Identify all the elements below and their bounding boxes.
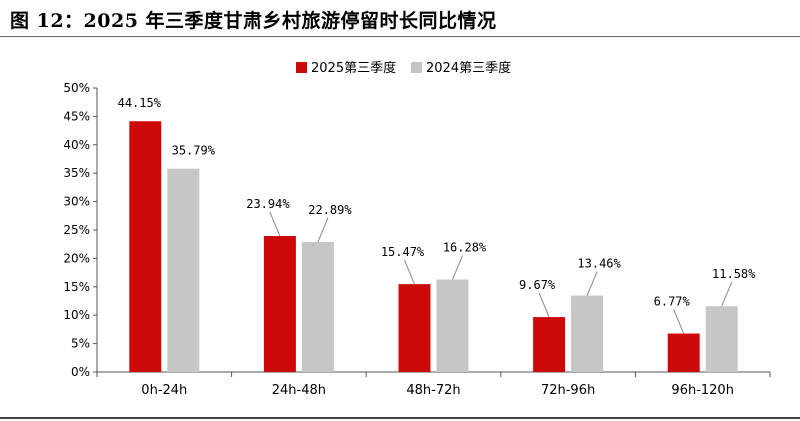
data-label: 9.67%: [519, 278, 556, 292]
bar-2025: [667, 333, 700, 372]
legend-swatch-2024: [411, 62, 422, 73]
legend: 2025第三季度 2024第三季度: [296, 60, 511, 76]
bar-2025: [533, 317, 566, 372]
legend-label: 2025第三季度: [311, 60, 396, 76]
bar-2025: [263, 236, 296, 372]
y-tick-label: 50%: [63, 81, 90, 95]
y-tick-label: 40%: [63, 138, 90, 152]
label-leader-line: [404, 259, 415, 285]
label-leader-line: [538, 292, 550, 318]
title-divider: [0, 36, 800, 37]
label-leader-line: [269, 211, 281, 237]
x-tick-label: 24h-48h: [272, 383, 326, 398]
figure-title: 图 12：2025 年三季度甘肃乡村旅游停留时长同比情况: [10, 10, 497, 32]
label-leader-line: [586, 271, 598, 296]
bar-2024: [571, 295, 604, 372]
data-label: 13.46%: [577, 257, 621, 271]
y-tick-label: 15%: [63, 280, 90, 294]
x-tick-label: 48h-72h: [406, 383, 460, 398]
bar-2025: [398, 284, 431, 372]
data-label: 44.15%: [118, 96, 162, 110]
data-label: 23.94%: [246, 197, 290, 211]
bottom-divider: [0, 417, 800, 419]
data-label: 22.89%: [308, 203, 352, 217]
y-tick-label: 10%: [63, 308, 90, 322]
label-leader-line: [452, 255, 463, 280]
y-tick-label: 20%: [63, 251, 90, 265]
label-leader-line: [317, 217, 329, 243]
y-tick-label: 45%: [63, 109, 90, 123]
bar-2024: [436, 279, 469, 372]
y-tick-label: 30%: [63, 195, 90, 209]
x-tick-label: 96h-120h: [671, 383, 734, 398]
bar-2025: [129, 121, 162, 372]
data-label: 35.79%: [172, 144, 216, 158]
bar-2024: [301, 241, 334, 372]
x-tick-label: 0h-24h: [141, 383, 187, 398]
x-tick-label: 72h-96h: [541, 383, 595, 398]
y-tick-label: 35%: [63, 166, 90, 180]
data-label: 11.58%: [712, 267, 756, 281]
y-tick-label: 0%: [71, 365, 90, 379]
data-labels: 44.15% 35.79% 23.94% 22.89% 15.47% 16.28% 9.67…: [118, 96, 756, 334]
legend-swatch-2025: [296, 62, 307, 73]
y-tick-label: 5%: [71, 337, 90, 351]
data-label: 16.28%: [443, 241, 487, 255]
data-label: 6.77%: [654, 295, 691, 309]
y-tick-label: 25%: [63, 223, 90, 237]
axes: 0% 5% 10% 15% 20% 25% 30% 35% 40% 45% 50% 0h-24h 24h…: [63, 81, 771, 398]
bar-2024: [705, 306, 738, 372]
data-label: 15.47%: [381, 245, 425, 259]
bars: [129, 121, 738, 372]
bar-2024: [167, 168, 200, 372]
label-leader-line: [721, 282, 733, 307]
label-leader-line: [673, 309, 685, 334]
legend-label: 2024第三季度: [426, 60, 511, 76]
